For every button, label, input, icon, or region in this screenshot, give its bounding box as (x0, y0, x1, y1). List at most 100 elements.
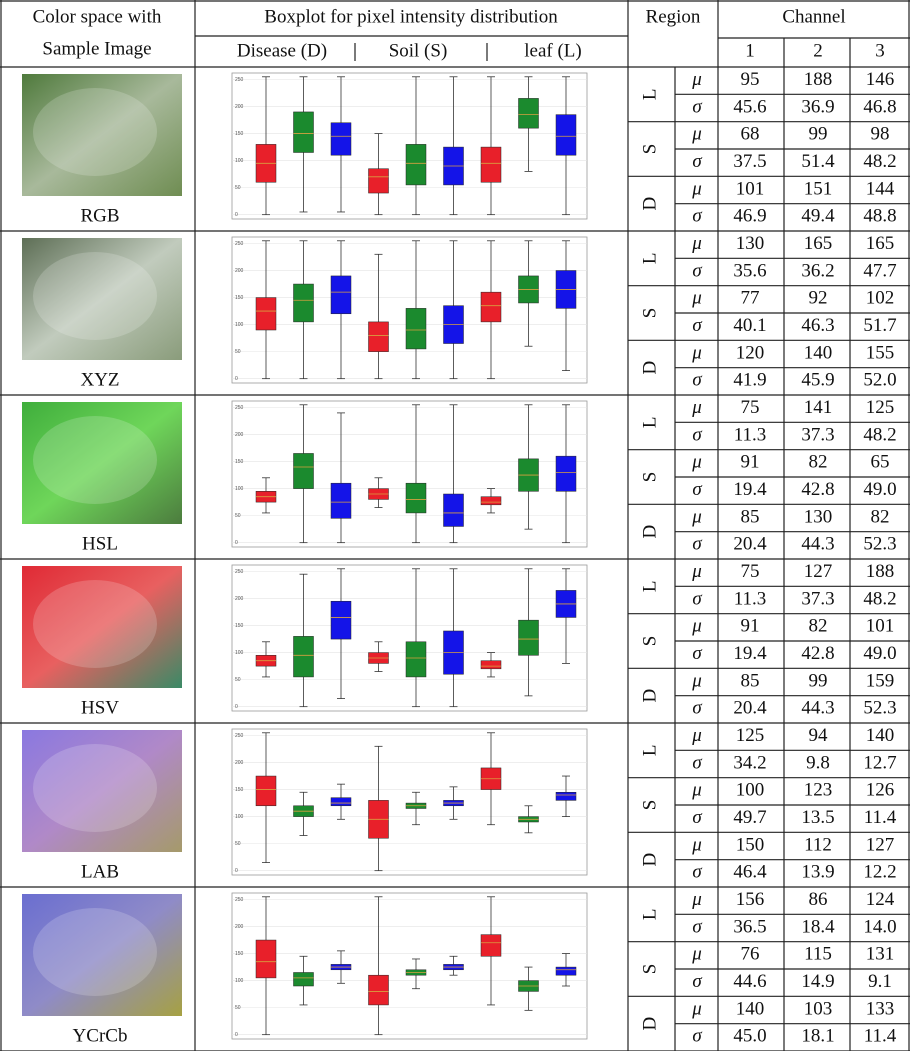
y-tick-label: 150 (235, 951, 244, 957)
mu-value: 77 (741, 288, 760, 309)
y-tick-label: 50 (235, 513, 241, 519)
y-tick-label: 200 (235, 596, 244, 602)
box (444, 494, 464, 526)
box (256, 940, 276, 978)
sigma-value: 12.7 (863, 752, 896, 773)
y-tick-label: 200 (235, 268, 244, 274)
mu-value: 150 (736, 834, 765, 855)
sigma-value: 35.6 (733, 260, 766, 281)
sigma-value: 37.5 (733, 151, 766, 172)
sigma-symbol: σ (692, 752, 702, 773)
header-col1: Sample Image (42, 38, 151, 59)
header-group: Disease (D) (237, 40, 327, 61)
box (481, 497, 501, 505)
sigma-value: 52.0 (863, 370, 896, 391)
sigma-value: 11.3 (734, 588, 767, 609)
region-label: L (639, 745, 660, 757)
mu-value: 144 (866, 178, 895, 199)
header-col1: Color space with (33, 6, 162, 27)
mu-value: 131 (866, 944, 895, 965)
mu-value: 82 (809, 616, 828, 637)
sigma-value: 48.2 (863, 151, 896, 172)
sigma-symbol: σ (692, 807, 702, 828)
color-space-name: LAB (81, 861, 119, 882)
mu-value: 155 (866, 342, 895, 363)
mu-value: 115 (804, 944, 832, 965)
sigma-value: 20.4 (733, 698, 767, 719)
sigma-value: 11.4 (864, 807, 897, 828)
region-label: S (639, 308, 660, 319)
sigma-symbol: σ (692, 916, 702, 937)
mu-symbol: μ (691, 834, 702, 855)
sigma-value: 46.3 (801, 315, 834, 336)
mu-value: 120 (736, 342, 765, 363)
mu-value: 91 (741, 452, 760, 473)
box (331, 276, 351, 314)
sigma-symbol: σ (692, 588, 702, 609)
sigma-value: 44.6 (733, 971, 766, 992)
y-tick-label: 50 (235, 1005, 241, 1011)
mu-value: 159 (866, 670, 895, 691)
y-tick-label: 150 (235, 623, 244, 629)
sigma-value: 44.3 (801, 534, 834, 555)
mu-value: 130 (736, 233, 765, 254)
mu-value: 99 (809, 124, 828, 145)
region-label: L (639, 417, 660, 429)
mu-symbol: μ (691, 616, 702, 637)
y-tick-label: 100 (235, 814, 244, 820)
mu-value: 86 (809, 889, 828, 910)
y-tick-label: 100 (235, 158, 244, 164)
sigma-value: 52.3 (863, 698, 896, 719)
mu-value: 99 (809, 670, 828, 691)
mu-symbol: μ (691, 670, 702, 691)
color-space-name: HSL (82, 533, 118, 554)
y-tick-label: 0 (235, 212, 238, 218)
y-tick-label: 50 (235, 185, 241, 191)
mu-symbol: μ (691, 944, 702, 965)
sample-image-leaf (33, 908, 157, 996)
y-tick-label: 50 (235, 841, 241, 847)
mu-symbol: μ (691, 69, 702, 90)
box (406, 642, 426, 677)
sigma-value: 52.3 (863, 534, 896, 555)
table: Color space with Sample Image Boxplot fo… (0, 0, 910, 1051)
mu-value: 140 (866, 725, 895, 746)
y-tick-label: 250 (235, 733, 244, 739)
header-boxplot-title: Boxplot for pixel intensity distribution (264, 6, 558, 27)
box (519, 620, 539, 655)
mu-symbol: μ (691, 397, 702, 418)
header-channel-number: 1 (745, 40, 755, 61)
mu-value: 65 (871, 452, 890, 473)
box (481, 147, 501, 182)
box (481, 292, 501, 322)
sigma-value: 37.3 (801, 424, 834, 445)
box (556, 792, 576, 800)
region-label: S (639, 800, 660, 811)
region-label: S (639, 144, 660, 155)
y-tick-label: 200 (235, 924, 244, 930)
mu-value: 100 (736, 780, 765, 801)
region-label: D (639, 525, 660, 539)
mu-value: 75 (741, 561, 760, 582)
mu-value: 146 (866, 69, 895, 90)
sigma-value: 14.0 (863, 916, 896, 937)
y-tick-label: 200 (235, 104, 244, 110)
color-space-name: RGB (80, 205, 119, 226)
header-channel-number: 3 (875, 40, 885, 61)
sigma-symbol: σ (692, 370, 702, 391)
sigma-value: 46.8 (863, 96, 896, 117)
sigma-value: 48.8 (863, 206, 896, 227)
y-tick-label: 150 (235, 295, 244, 301)
mu-symbol: μ (691, 998, 702, 1019)
sigma-value: 11.3 (734, 424, 767, 445)
sigma-value: 19.4 (733, 479, 767, 500)
box (294, 284, 314, 322)
mu-symbol: μ (691, 506, 702, 527)
mu-value: 140 (736, 998, 765, 1019)
region-label: D (639, 361, 660, 375)
mu-value: 98 (871, 124, 890, 145)
region-label: L (639, 89, 660, 101)
y-tick-label: 50 (235, 349, 241, 355)
region-label: S (639, 636, 660, 647)
mu-value: 130 (804, 506, 833, 527)
